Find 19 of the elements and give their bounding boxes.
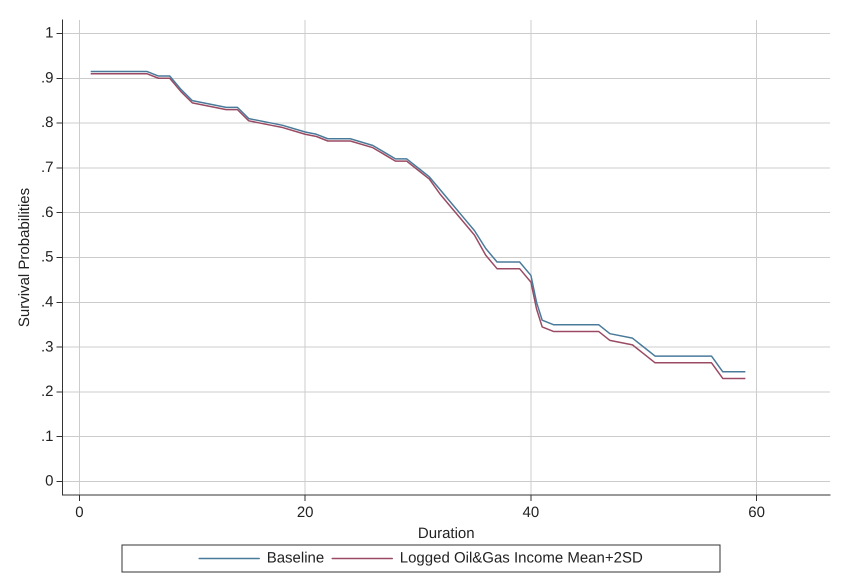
- x-tick-label: 20: [296, 504, 314, 522]
- x-tick-label: 60: [748, 504, 765, 522]
- y-tick-label: 1: [45, 24, 54, 42]
- x-axis-title: Duration: [418, 525, 475, 542]
- x-tick-label: 40: [522, 504, 540, 522]
- y-tick-label: .9: [40, 69, 54, 86]
- y-tick-label: .8: [40, 114, 54, 132]
- y-tick-label: .3: [40, 338, 54, 356]
- y-axis-title: Survival Probabilities: [16, 188, 34, 328]
- y-tick-label: .6: [40, 204, 54, 221]
- legend-label: Logged Oil&Gas Income Mean+2SD: [400, 550, 643, 567]
- y-tick-label: 0: [45, 472, 54, 490]
- x-tick-label: 0: [75, 504, 84, 522]
- y-tick-label: .5: [40, 248, 54, 266]
- y-tick-label: .2: [40, 383, 54, 400]
- y-tick-label: .4: [40, 293, 54, 310]
- y-tick-label: .1: [40, 428, 54, 445]
- legend-label: Baseline: [266, 550, 324, 567]
- y-tick-label: .7: [40, 159, 54, 176]
